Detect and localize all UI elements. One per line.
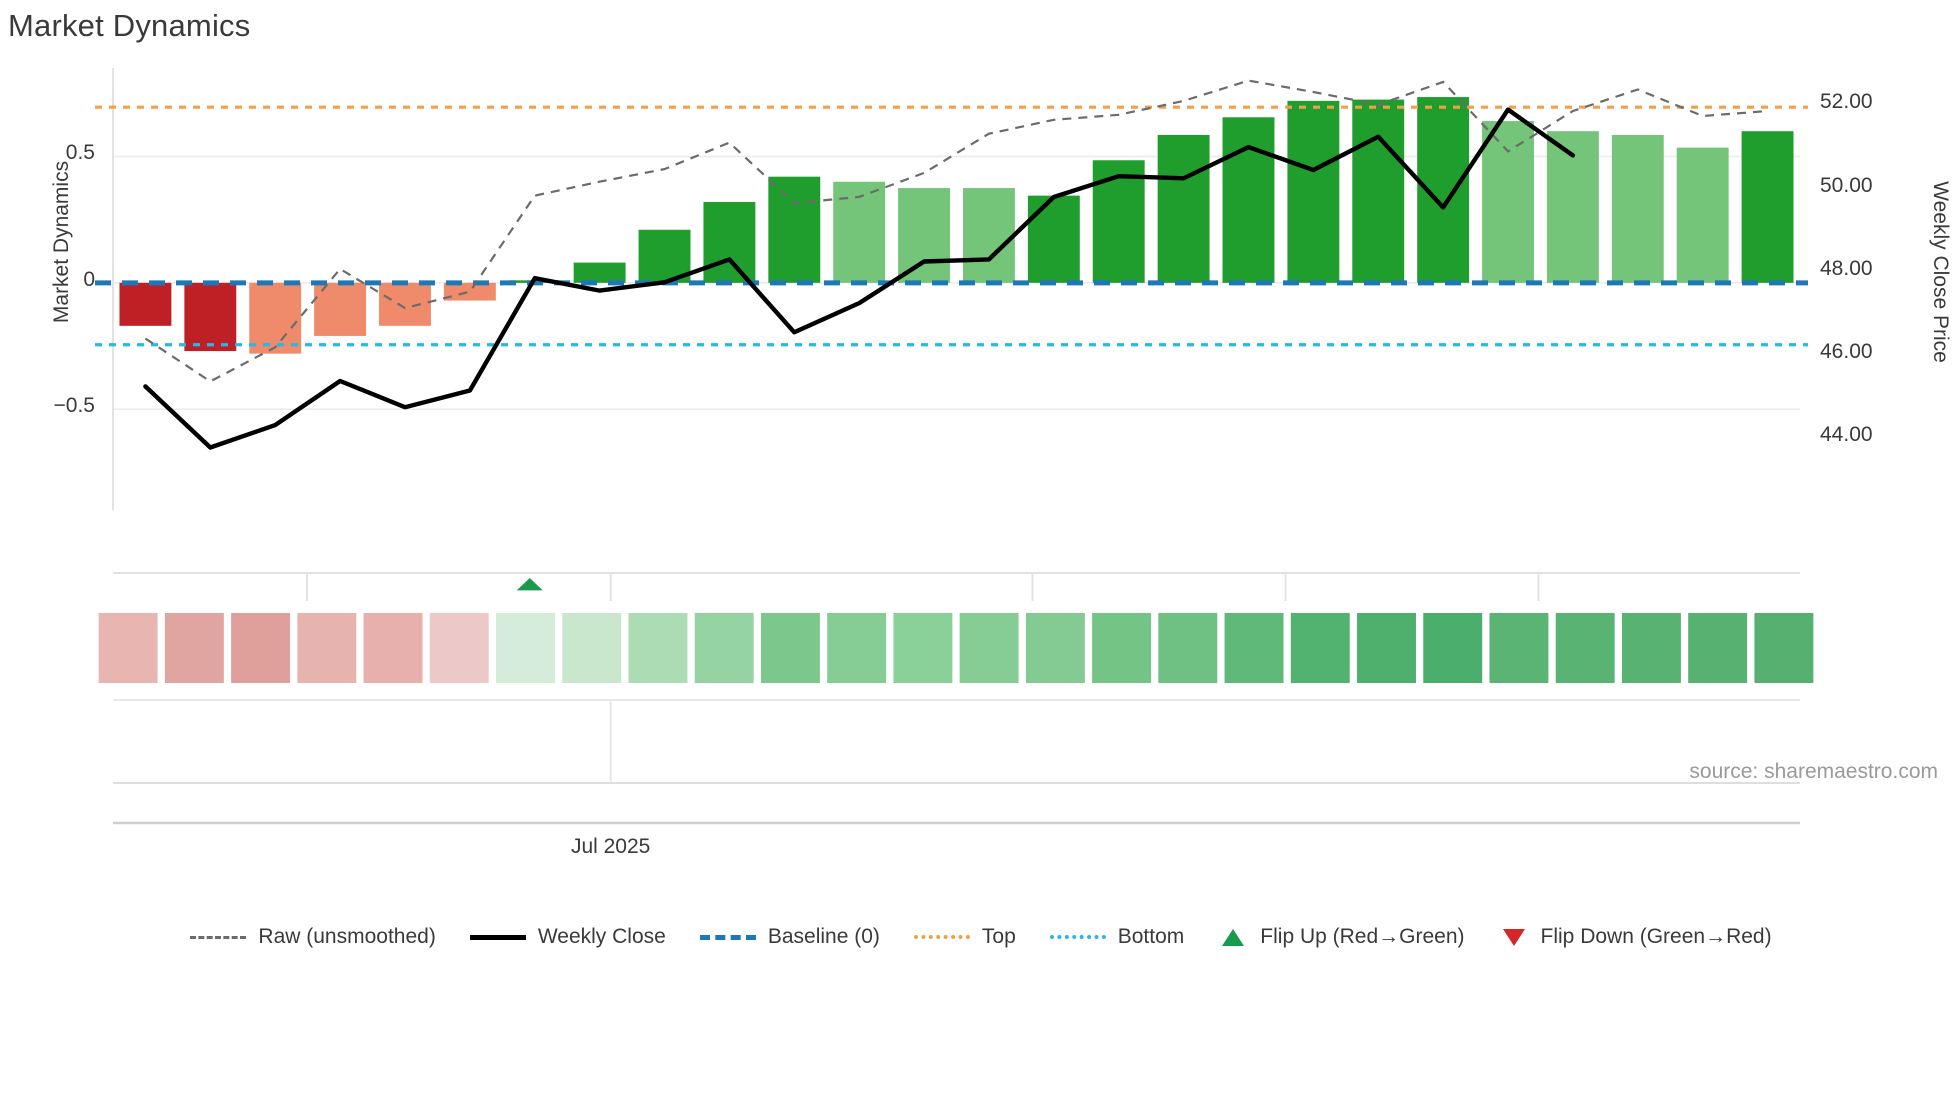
bar	[703, 201, 756, 283]
bar	[573, 262, 626, 283]
bar	[768, 176, 821, 283]
heatmap-cell	[694, 613, 754, 683]
heatmap-cell	[1489, 613, 1549, 683]
legend-item[interactable]: Weekly Close	[468, 925, 666, 949]
solid-line-icon	[468, 928, 528, 946]
heatmap-cell	[164, 613, 224, 683]
heatmap-cell	[827, 613, 887, 683]
legend-item[interactable]: Raw (unsmoothed)	[188, 925, 436, 949]
y-axis-right-tick-label: 44.00	[1820, 423, 1873, 447]
legend-item-label: Bottom	[1117, 925, 1185, 948]
dashed-line-icon	[698, 928, 758, 946]
heatmap-cell	[760, 613, 820, 683]
legend-line-glyph	[699, 934, 756, 940]
legend-line-glyph	[913, 935, 970, 939]
legend-item-label: Baseline (0)	[767, 925, 880, 948]
bar	[1027, 195, 1080, 283]
heatmap-cell	[628, 613, 688, 683]
y-axis-right-tick-label: 50.00	[1820, 173, 1873, 197]
legend-item[interactable]: Flip Up (Red→Green)	[1216, 925, 1465, 949]
triangle-down-glyph	[1502, 928, 1525, 946]
bar	[119, 282, 172, 326]
bar	[1676, 147, 1729, 283]
heatmap-cell	[231, 613, 291, 683]
y-axis-left-tick-label: −0.5	[53, 394, 95, 418]
source-attribution: source: sharemaestro.com	[1689, 760, 1938, 783]
heatmap-cell	[1621, 613, 1681, 683]
legend-item-label: Top	[981, 925, 1016, 948]
heatmap-cell	[1092, 613, 1152, 683]
legend-item[interactable]: Top	[912, 925, 1016, 949]
heatmap-cell	[1224, 613, 1284, 683]
legend-item[interactable]: Flip Down (Green→Red)	[1497, 925, 1772, 949]
heatmap-cell	[893, 613, 953, 683]
legend-item-label: Weekly Close	[537, 925, 666, 948]
y-axis-right-tick-label: 52.00	[1820, 90, 1873, 114]
heatmap-cell	[98, 613, 158, 683]
heatmap-cell	[1158, 613, 1218, 683]
bar	[184, 282, 237, 352]
bar	[249, 282, 302, 354]
bar	[1157, 134, 1210, 283]
y-axis-left-tick-label: 0.5	[65, 141, 95, 165]
heatmap-cell	[496, 613, 555, 683]
bar	[379, 282, 431, 326]
bar	[1287, 100, 1340, 283]
heatmap-cell	[297, 613, 357, 683]
page-title: Market Dynamics	[8, 8, 251, 43]
legend-item[interactable]: Bottom	[1048, 925, 1185, 949]
heatmap-cell	[1555, 613, 1615, 683]
heatmap-cell	[1290, 613, 1350, 683]
heatmap-cell	[429, 613, 489, 683]
bar	[443, 282, 496, 301]
chart-legend: Raw (unsmoothed) Weekly Close Baseline (0)…	[0, 925, 1960, 949]
bar	[1482, 121, 1534, 283]
legend-line-glyph	[190, 935, 247, 939]
legend-line-glyph	[469, 934, 526, 940]
y-axis-left-tick-label: 0	[83, 267, 95, 291]
heatmap-cell	[1423, 613, 1483, 683]
raw-unsmoothed-line	[144, 79, 1768, 383]
bar	[962, 188, 1015, 283]
heatmap-cell	[363, 613, 423, 683]
heatmap-cell	[1688, 613, 1748, 683]
weekly-close-line	[143, 107, 1576, 450]
y-axis-right-tick-label: 46.00	[1820, 340, 1873, 364]
bar	[1611, 134, 1664, 283]
bar	[1222, 117, 1275, 283]
heatmap-cell	[959, 613, 1019, 683]
legend-item-label: Raw (unsmoothed)	[258, 925, 436, 948]
legend-item-label: Flip Down (Green→Red)	[1540, 925, 1772, 948]
x-axis-tick-label: Jul 2025	[570, 835, 651, 858]
bar	[314, 282, 367, 336]
heatmap-cell	[562, 613, 622, 683]
flip-up-marker[interactable]	[516, 578, 543, 591]
bar	[1741, 131, 1794, 283]
triangle-up-glyph	[1222, 928, 1245, 946]
triangle-down-icon	[1497, 928, 1531, 946]
bar	[898, 188, 951, 283]
y-axis-right-tick-label: 48.00	[1820, 256, 1873, 280]
dotted-line-icon	[1048, 928, 1108, 946]
heatmap-cell	[1357, 613, 1416, 683]
legend-item[interactable]: Baseline (0)	[698, 925, 880, 949]
legend-item-label: Flip Up (Red→Green)	[1260, 925, 1465, 948]
dotted-line-icon	[912, 928, 972, 946]
heatmap-cell	[1025, 613, 1085, 683]
legend-line-glyph	[1049, 935, 1106, 939]
heatmap-cell	[1754, 613, 1814, 683]
bar	[1352, 99, 1405, 283]
dashed-line-icon	[188, 928, 248, 946]
triangle-up-icon	[1216, 928, 1250, 946]
